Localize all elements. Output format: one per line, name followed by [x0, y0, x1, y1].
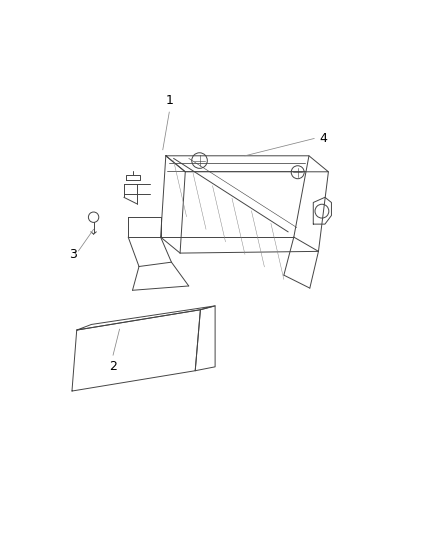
Text: 4: 4 — [320, 132, 328, 145]
Text: 3: 3 — [69, 248, 77, 261]
Text: 1: 1 — [165, 94, 173, 107]
Text: 2: 2 — [109, 360, 117, 373]
